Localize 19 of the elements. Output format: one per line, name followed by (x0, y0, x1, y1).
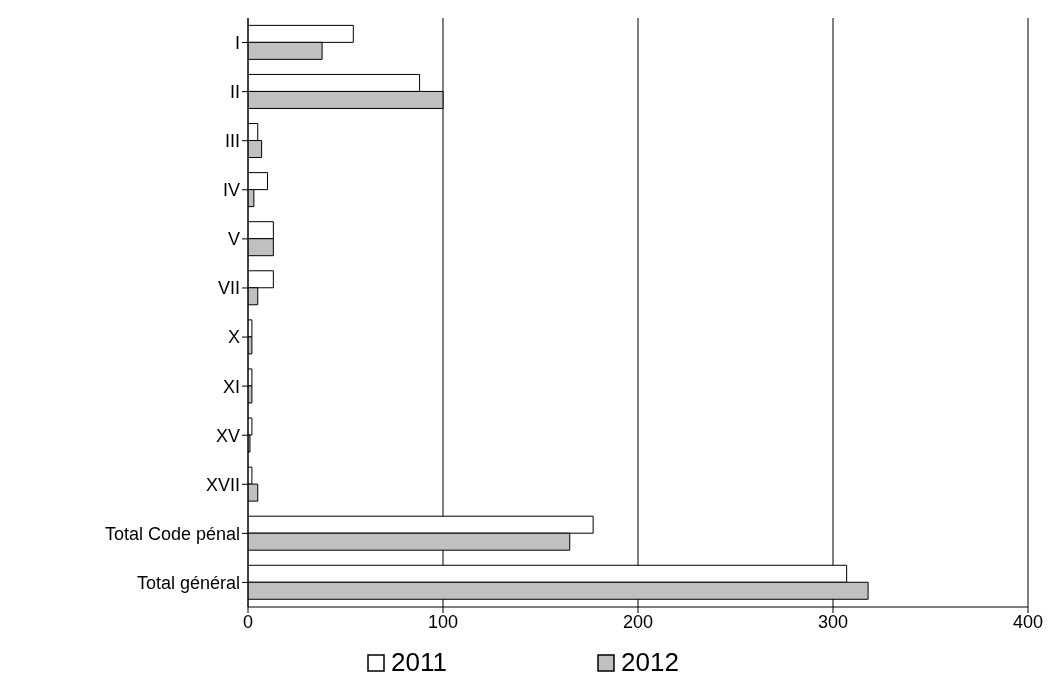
y-tick-label: VII (217, 278, 240, 299)
x-tick-label: 0 (242, 611, 254, 632)
y-tick-label: I (234, 32, 240, 53)
y-tick-label: XI (222, 376, 240, 397)
y-tick-label: X (227, 327, 240, 348)
y-tick-label: III (224, 131, 240, 152)
y-tick-label: IV (222, 180, 240, 201)
y-tick-label: II (229, 82, 240, 103)
y-tick-label: XV (215, 425, 240, 446)
x-tick-label: 100 (427, 611, 459, 632)
x-tick-label: 200 (622, 611, 654, 632)
legend-label: 2012 (621, 647, 679, 678)
legend-label: 2011 (391, 647, 448, 678)
y-tick-label: Total général (136, 572, 240, 593)
y-tick-label: V (227, 229, 240, 250)
y-tick-label: Total Code pénal (104, 523, 240, 544)
x-tick-label: 300 (817, 611, 849, 632)
x-tick-label: 400 (1012, 611, 1044, 632)
y-tick-label: XVII (205, 474, 240, 495)
